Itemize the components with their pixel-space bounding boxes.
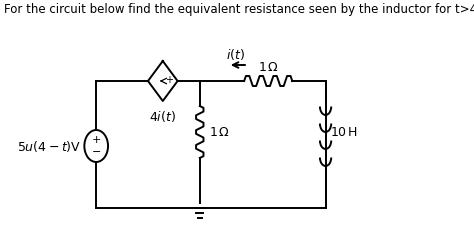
Text: −: −	[91, 147, 101, 157]
Text: $i(t)$: $i(t)$	[226, 47, 245, 62]
Text: $1\,\Omega$: $1\,\Omega$	[258, 61, 279, 74]
Text: +: +	[91, 135, 101, 145]
Text: $5u(4-t)\mathrm{V}$: $5u(4-t)\mathrm{V}$	[17, 138, 82, 154]
Text: $1\,\Omega$: $1\,\Omega$	[209, 125, 230, 138]
Text: $10\,\mathrm{H}$: $10\,\mathrm{H}$	[330, 125, 358, 138]
Text: For the circuit below find the equivalent resistance seen by the inductor for t>: For the circuit below find the equivalen…	[4, 3, 474, 16]
Text: $4i(t)$: $4i(t)$	[149, 109, 176, 124]
Text: +: +	[164, 75, 173, 85]
